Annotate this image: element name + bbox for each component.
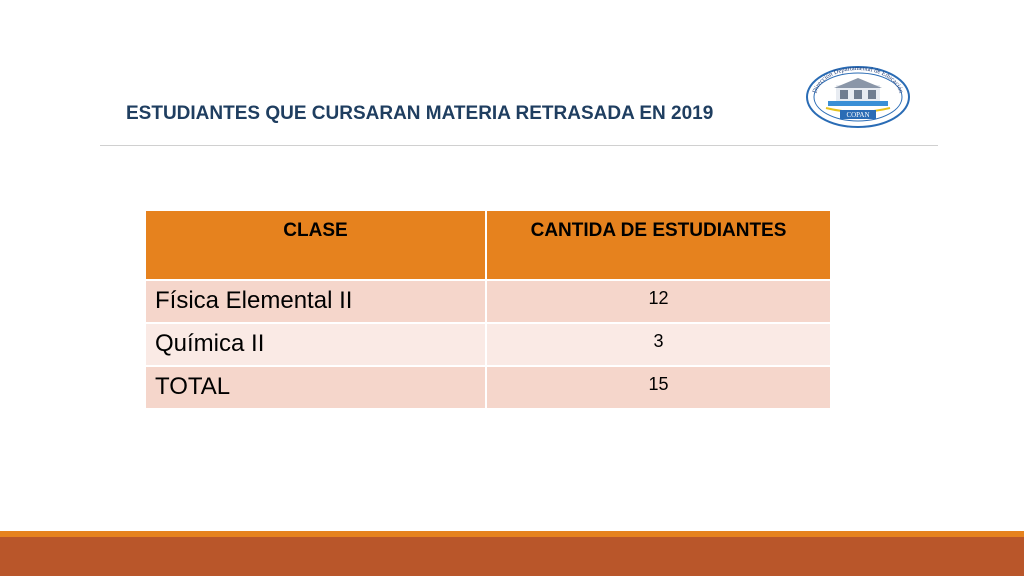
header-clase: CLASE xyxy=(146,211,487,279)
students-table: CLASE CANTIDA DE ESTUDIANTES Física Elem… xyxy=(146,211,830,408)
table-row-total: TOTAL 15 xyxy=(146,365,830,408)
footer-bar xyxy=(0,537,1024,576)
cell-cantidad: 3 xyxy=(487,322,830,365)
table-header-row: CLASE CANTIDA DE ESTUDIANTES xyxy=(146,211,830,279)
table-row: Química II 3 xyxy=(146,322,830,365)
cell-cantidad: 15 xyxy=(487,365,830,408)
cell-cantidad: 12 xyxy=(487,279,830,322)
cell-clase: Química II xyxy=(146,322,487,365)
title-divider xyxy=(100,145,938,146)
cell-clase: TOTAL xyxy=(146,365,487,408)
header-cantidad: CANTIDA DE ESTUDIANTES xyxy=(487,211,830,279)
slide-title: ESTUDIANTES QUE CURSARAN MATERIA RETRASA… xyxy=(126,103,714,124)
seal-logo-icon: Dirección Departamental de Educación COP… xyxy=(806,66,910,128)
logo-bottom-text: COPAN xyxy=(846,111,869,119)
table-row: Física Elemental II 12 xyxy=(146,279,830,322)
footer-accent-stripe xyxy=(0,531,1024,537)
cell-clase: Física Elemental II xyxy=(146,279,487,322)
